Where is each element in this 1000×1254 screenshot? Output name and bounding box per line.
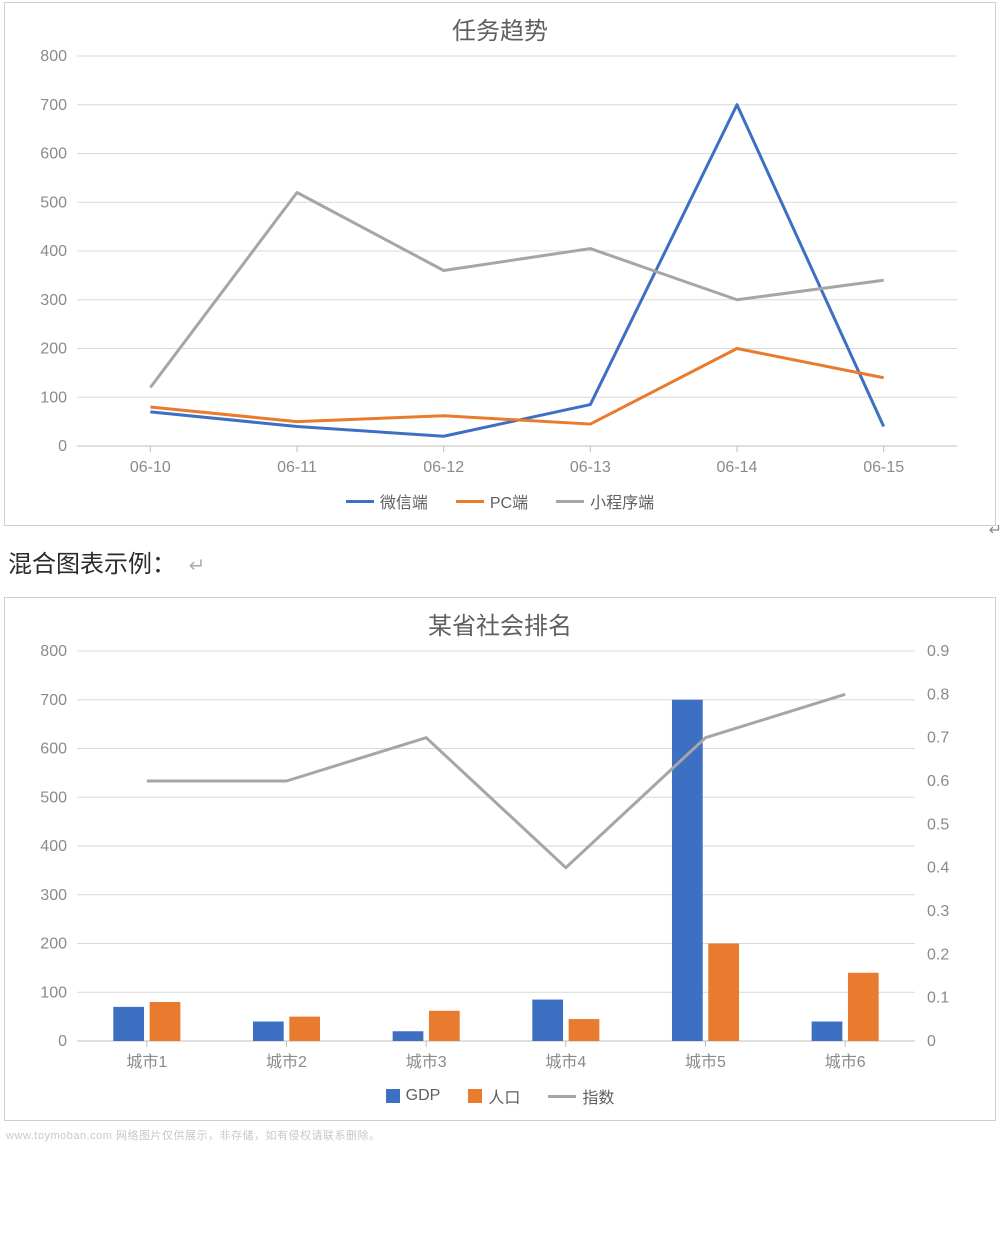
anchor-mark-icon: ↵ [989, 520, 1000, 540]
svg-text:城市5: 城市5 [685, 1053, 726, 1071]
svg-text:0.8: 0.8 [927, 686, 949, 703]
svg-text:500: 500 [40, 194, 67, 211]
svg-text:06-15: 06-15 [863, 459, 904, 476]
svg-text:城市1: 城市1 [126, 1053, 167, 1071]
line-chart-container: 任务趋势 0 100 200 300 400 500 600 700 800 06-10 06-11… [4, 2, 996, 526]
legend-item: PC端 [456, 489, 528, 513]
legend-label: 微信端 [380, 489, 428, 513]
svg-text:城市2: 城市2 [266, 1053, 307, 1071]
svg-text:0.5: 0.5 [927, 816, 949, 833]
legend-swatch [346, 500, 374, 503]
line-chart-title: 任务趋势 [5, 11, 995, 46]
legend-label: 人口 [488, 1084, 520, 1108]
svg-text:600: 600 [40, 146, 67, 163]
svg-text:100: 100 [40, 984, 67, 1001]
legend-item: 指数 [548, 1084, 614, 1108]
legend-label: GDP [406, 1087, 441, 1105]
svg-text:06-12: 06-12 [423, 459, 464, 476]
svg-text:200: 200 [40, 936, 67, 953]
svg-text:06-13: 06-13 [570, 459, 611, 476]
svg-text:700: 700 [40, 97, 67, 114]
return-mark-icon: ↵ [189, 555, 206, 577]
svg-text:0: 0 [58, 1033, 67, 1050]
svg-text:0.4: 0.4 [927, 860, 949, 877]
svg-text:城市3: 城市3 [406, 1053, 447, 1071]
legend-swatch [548, 1095, 576, 1098]
svg-text:0.2: 0.2 [927, 946, 949, 963]
svg-text:06-14: 06-14 [717, 459, 758, 476]
svg-text:400: 400 [40, 838, 67, 855]
svg-text:0.1: 0.1 [927, 990, 949, 1007]
svg-text:600: 600 [40, 741, 67, 758]
combo-chart-container: 某省社会排名 010020030040050060070080000.10.20… [4, 597, 996, 1121]
legend-item: GDP [386, 1087, 441, 1105]
legend-swatch [456, 500, 484, 503]
legend-item: 人口 [468, 1084, 520, 1108]
line-chart-legend: 微信端 PC端 小程序端 [5, 481, 995, 523]
svg-text:700: 700 [40, 692, 67, 709]
legend-swatch [468, 1089, 482, 1103]
legend-swatch [556, 500, 584, 503]
legend-label: 小程序端 [590, 489, 654, 513]
svg-text:500: 500 [40, 789, 67, 806]
svg-text:0.9: 0.9 [927, 643, 949, 660]
svg-text:0: 0 [58, 438, 67, 455]
svg-text:300: 300 [40, 887, 67, 904]
svg-text:城市4: 城市4 [545, 1053, 586, 1071]
section-label: 混合图表示例： ↵ [8, 544, 992, 579]
combo-chart-legend: GDP 人口 指数 [5, 1076, 995, 1118]
svg-text:0.7: 0.7 [927, 730, 949, 747]
svg-text:0.6: 0.6 [927, 773, 949, 790]
svg-text:0.3: 0.3 [927, 903, 949, 920]
svg-text:06-11: 06-11 [277, 459, 317, 476]
combo-chart-svg: 0 100 200 300 400 500 600 700 800 0 0.1 0.2 0.3 0.4 0.… [5, 641, 985, 1071]
svg-text:800: 800 [40, 48, 67, 65]
combo-chart-title: 某省社会排名 [5, 606, 995, 641]
svg-text:400: 400 [40, 243, 67, 260]
svg-text:06-10: 06-10 [130, 459, 171, 476]
legend-item: 小程序端 [556, 489, 654, 513]
legend-label: 指数 [582, 1084, 614, 1108]
svg-text:300: 300 [40, 292, 67, 309]
section-label-text: 混合图表示例： [8, 551, 176, 578]
line-chart-svg: 0 100 200 300 400 500 600 700 800 06-10 06-11 06-12… [5, 46, 985, 476]
svg-text:0: 0 [927, 1033, 936, 1050]
svg-text:200: 200 [40, 341, 67, 358]
legend-label: PC端 [490, 489, 528, 513]
svg-text:城市6: 城市6 [825, 1053, 866, 1071]
footer-note: www.toymoban.com 网络图片仅供展示，非存储，如有侵权请联系删除。 [6, 1127, 1000, 1143]
legend-item: 微信端 [346, 489, 428, 513]
svg-text:100: 100 [40, 389, 67, 406]
legend-swatch [386, 1089, 400, 1103]
svg-text:800: 800 [40, 643, 67, 660]
